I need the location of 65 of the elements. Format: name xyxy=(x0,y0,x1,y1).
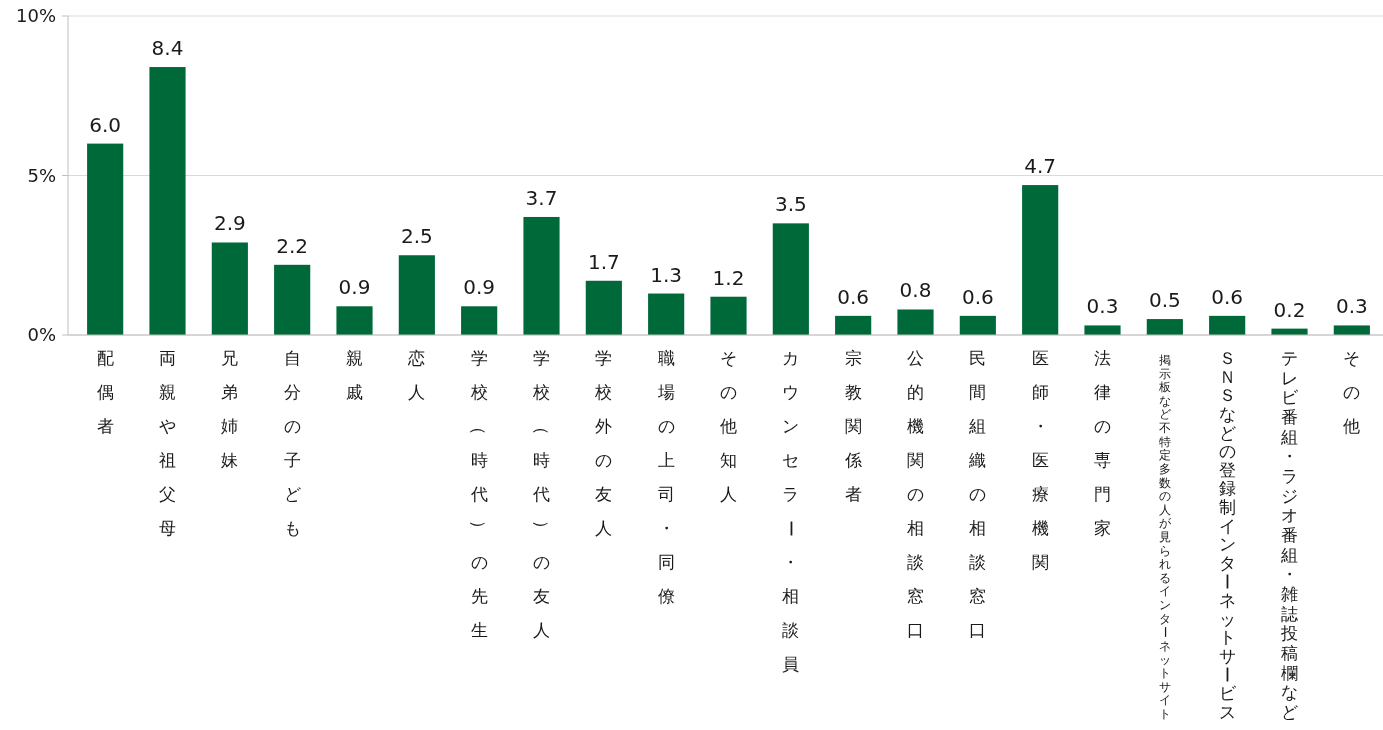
data-label: 0.2 xyxy=(1273,297,1306,322)
data-label: 0.9 xyxy=(338,275,371,300)
data-label: 1.2 xyxy=(712,265,745,290)
data-label: 8.4 xyxy=(151,36,184,61)
data-label: 0.3 xyxy=(1335,294,1368,319)
bar xyxy=(336,306,373,335)
bar xyxy=(897,309,934,335)
x-tick-label: 配偶者 xyxy=(96,348,114,436)
bar xyxy=(523,216,560,335)
data-label: 0.9 xyxy=(463,275,496,300)
category-label: 公的機関の相談窓口 xyxy=(907,348,924,640)
x-tick-label: 医師・医療機関 xyxy=(1031,348,1049,572)
bar xyxy=(648,293,685,335)
x-tick-label: 宗教関係者 xyxy=(843,348,862,504)
bar xyxy=(1084,325,1121,335)
y-tick-label: 0% xyxy=(27,324,56,346)
bar xyxy=(1209,315,1246,335)
data-label: 0.8 xyxy=(899,278,932,303)
data-label: 2.9 xyxy=(213,211,246,236)
bar xyxy=(274,264,311,335)
bar xyxy=(149,67,186,335)
data-label: 0.6 xyxy=(1211,284,1244,309)
bar xyxy=(398,255,435,335)
bar xyxy=(461,306,498,335)
data-label: 1.3 xyxy=(650,262,683,287)
bar xyxy=(835,315,872,335)
category-label: 学校（時代）の友人 xyxy=(531,348,552,640)
category-label: 学校（時代）の先生 xyxy=(469,348,490,640)
data-label: 0.6 xyxy=(961,284,994,309)
bar xyxy=(87,143,124,335)
data-label: 0.5 xyxy=(1148,288,1181,313)
data-label: 6.0 xyxy=(89,112,122,137)
bar xyxy=(1146,319,1183,335)
bar xyxy=(772,223,809,335)
data-label: 3.5 xyxy=(774,192,807,217)
data-label: 0.6 xyxy=(837,284,870,309)
data-label: 3.7 xyxy=(525,185,558,210)
category-label: ＳＮＳなどの登録制インターネットサービス xyxy=(1217,348,1238,722)
category-label: 民間組織の相談窓口 xyxy=(969,348,987,640)
y-tick-label: 10% xyxy=(15,5,56,27)
bar xyxy=(959,315,996,335)
category-label: カウンセラー・相談員 xyxy=(780,348,801,674)
data-label: 4.7 xyxy=(1024,154,1057,179)
category-label: 掲示板など不特定多数の人が見られるインターネットサイト xyxy=(1157,353,1172,721)
data-label: 0.3 xyxy=(1086,294,1119,319)
x-tick-label: 恋人 xyxy=(407,348,426,402)
x-tick-label: 職場の上司・同僚 xyxy=(656,348,675,606)
x-tick-label: その他知人 xyxy=(720,348,737,504)
data-label: 2.5 xyxy=(400,224,433,249)
x-tick-label: 自分の子ども xyxy=(283,348,301,538)
x-tick-label: 兄弟姉妹 xyxy=(221,348,239,470)
data-label: 2.2 xyxy=(276,233,309,258)
x-tick-label: 法律の専門家 xyxy=(1094,348,1111,538)
x-tick-label: 親戚 xyxy=(346,348,363,402)
x-tick-label: 学校外の友人 xyxy=(594,348,613,538)
x-tick-label: 両親や祖父母 xyxy=(159,348,176,538)
category-label: テレビ番組・ラジオ番組・雑誌投稿欄など xyxy=(1281,348,1298,722)
bar xyxy=(585,280,622,335)
x-tick-label: その他 xyxy=(1343,348,1361,436)
bar xyxy=(211,242,248,335)
bar xyxy=(1333,325,1370,335)
data-label: 1.7 xyxy=(587,249,620,274)
bar xyxy=(710,296,747,335)
y-tick-label: 5% xyxy=(27,164,56,186)
bar xyxy=(1022,185,1059,335)
